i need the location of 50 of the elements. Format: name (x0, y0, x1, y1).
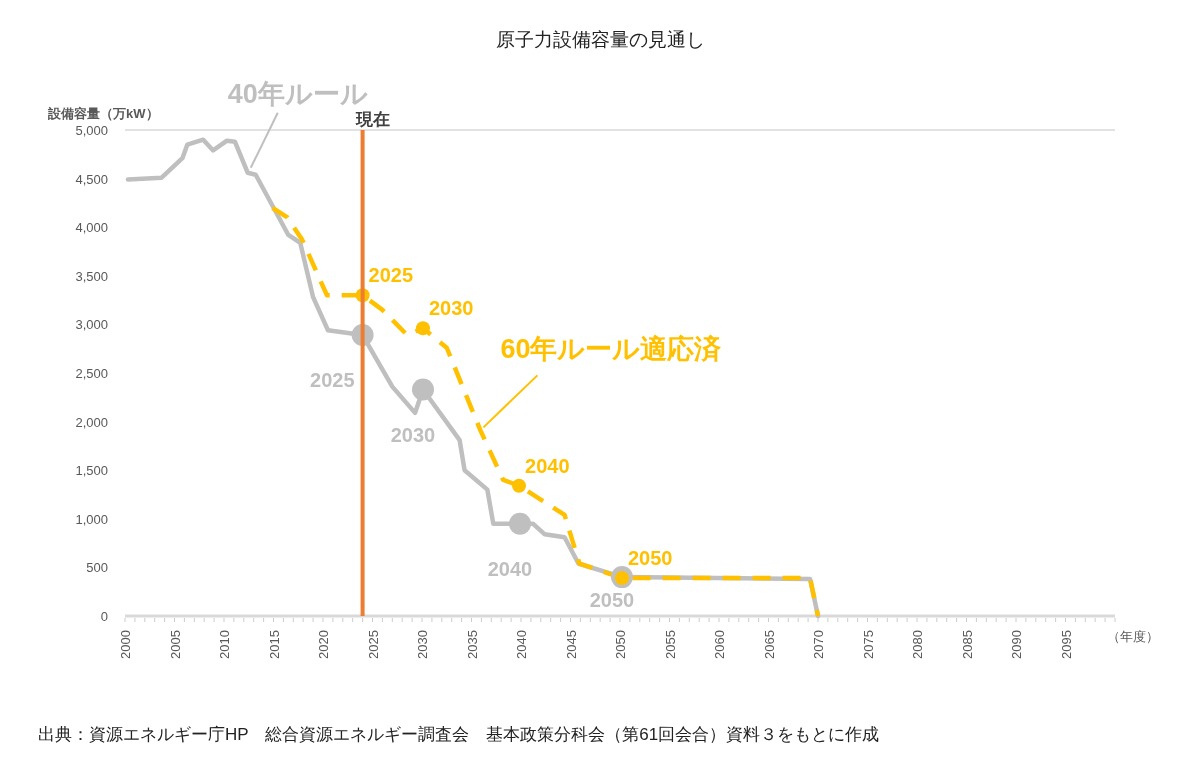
x-tick-label: 2005 (167, 630, 183, 659)
y-tick-label: 1,500 (75, 463, 108, 479)
x-tick-label: 2070 (811, 630, 826, 659)
x-tick-label: 2090 (1009, 630, 1024, 659)
annotation: 2050 (627, 547, 673, 570)
y-tick-label: 2,500 (75, 366, 108, 381)
x-tick-label: 2020 (316, 630, 331, 659)
y-tick-label: 500 (86, 560, 108, 576)
x-tick-label: 2025 (365, 630, 381, 659)
annotation: 2030 (390, 423, 436, 446)
y-axis-title: 設備容量（万kW） (47, 106, 159, 121)
y-tick-label: 3,000 (75, 317, 108, 333)
x-tick-label: 2085 (959, 630, 975, 659)
annotation: 2025 (368, 264, 414, 287)
chart-title: 原子力設備容量の見通し (495, 29, 705, 50)
x-tick-label: 2065 (761, 630, 777, 659)
annotation: 2040 (525, 454, 570, 477)
x-tick-label: 2060 (712, 630, 727, 659)
x-tick-label: 2015 (266, 630, 282, 659)
y-tick-label: 0 (100, 609, 108, 624)
x-tick-label: 2035 (464, 630, 480, 659)
x-tick-label: 2075 (860, 630, 876, 659)
x-tick-label: 2045 (563, 630, 579, 659)
y-tick-label: 2,000 (75, 414, 108, 430)
y-tick-label: 5,000 (75, 123, 108, 138)
x-axis-title: （年度） (1107, 629, 1159, 644)
series-label: 40年ルール (227, 78, 368, 109)
x-tick-label: 2040 (514, 630, 529, 659)
point (415, 321, 430, 336)
point (509, 512, 532, 535)
annotation: 2040 (487, 557, 533, 580)
source-note: 出典：資源エネルギー庁HP 総合資源エネルギー調査会 基本政策分科会（第61回会合）資料３をもとに作成 (38, 725, 880, 744)
point (512, 478, 527, 493)
x-tick-label: 2050 (613, 630, 628, 659)
y-tick-label: 4,500 (75, 171, 108, 187)
x-tick-label: 2030 (415, 630, 430, 659)
x-tick-label: 2095 (1058, 630, 1074, 659)
annotation: 2025 (310, 369, 355, 392)
x-tick-label: 2080 (910, 630, 925, 659)
x-tick-label: 2010 (217, 630, 232, 659)
annotation: 2030 (428, 297, 474, 320)
y-tick-label: 3,500 (75, 268, 108, 284)
series-label: 60年ルール適応済 (500, 334, 722, 365)
x-tick-label: 2000 (118, 630, 133, 659)
x-tick-label: 2055 (662, 630, 678, 659)
ref-line-label: 現在 (354, 110, 390, 129)
y-tick-label: 1,000 (75, 511, 108, 527)
annotation: 2050 (589, 589, 635, 611)
point (411, 378, 434, 401)
y-tick-label: 4,000 (75, 220, 108, 236)
